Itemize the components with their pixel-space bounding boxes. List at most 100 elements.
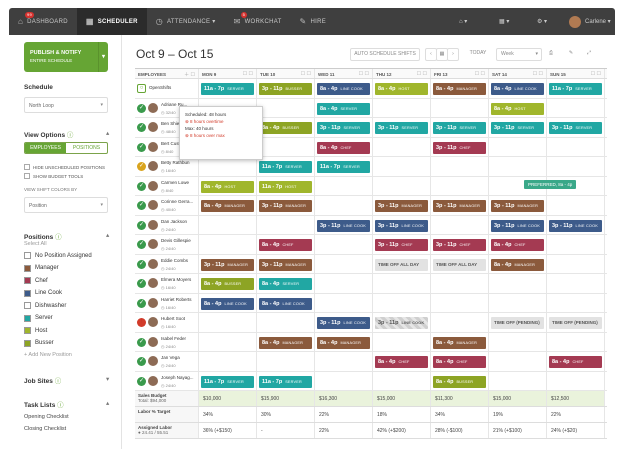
day-cell[interactable]	[257, 137, 315, 156]
color-by-select[interactable]: Position ▾	[24, 197, 108, 213]
shift-block[interactable]: 8a - 4p MANAGER	[201, 200, 254, 212]
day-cell[interactable]: 8a - 4p CHEF	[431, 352, 489, 371]
day-cell[interactable]: TIME OFF ALL DAY	[373, 254, 431, 273]
shift-block[interactable]: 8a - 4p HOST	[201, 180, 254, 193]
shift-block[interactable]: 8a - 4p CHEF	[375, 356, 428, 368]
user-menu[interactable]: Carlene ▾	[569, 8, 611, 35]
day-cell[interactable]	[373, 371, 431, 390]
day-cell[interactable]	[489, 371, 547, 390]
shift-block[interactable]: 3p - 11p CHEF	[375, 239, 428, 251]
today-button[interactable]: TODAY	[466, 48, 490, 61]
shift-block[interactable]: 8a - 4p LINE COOK	[491, 83, 544, 95]
shift-block[interactable]: 8a - 4p MANAGER	[433, 336, 486, 349]
day-tools-icon[interactable]: ☐ ☐	[358, 71, 369, 77]
tab-employees[interactable]: EMPLOYEES	[25, 143, 66, 153]
checkbox[interactable]	[24, 164, 30, 170]
day-cell[interactable]: 8a - 4p LINE COOK	[257, 293, 315, 312]
next-week-button[interactable]: ›	[447, 48, 459, 61]
day-cell[interactable]: 3p - 11p LINE COOK	[489, 215, 547, 234]
employee-cell[interactable]: ✓ Betty Rathbun ◷ 16/40	[135, 157, 199, 176]
day-cell[interactable]	[257, 215, 315, 234]
day-cell[interactable]: 8a - 4p BUSSER	[199, 274, 257, 293]
day-cell[interactable]	[373, 157, 431, 176]
day-cell[interactable]	[431, 176, 489, 195]
day-cell[interactable]	[373, 293, 431, 312]
day-cell[interactable]: 11a - 7p SERVER	[257, 371, 315, 390]
day-cell[interactable]	[489, 137, 547, 156]
print-icon[interactable]: ⎙	[544, 48, 558, 61]
day-cell[interactable]: 8a - 4p MANAGER	[315, 332, 373, 351]
position-checkbox[interactable]	[24, 252, 31, 259]
shift-block[interactable]: 3p - 11p MANAGER	[491, 200, 544, 212]
shift-block[interactable]: 8a - 4p LINE COOK	[259, 297, 312, 310]
day-cell[interactable]: 3p - 11p CHEF	[431, 235, 489, 254]
employee-cell[interactable]: ✓ Joseph Nayag... ◷ 24/40	[135, 371, 199, 390]
day-cell[interactable]	[199, 332, 257, 351]
day-cell[interactable]: 8a - 4p MANAGER	[199, 196, 257, 215]
shift-block[interactable]: 8a - 4p LINE COOK	[317, 83, 370, 95]
shift-block[interactable]: 8a - 4p MANAGER	[317, 336, 370, 349]
day-cell[interactable]	[547, 293, 605, 312]
day-cell[interactable]	[315, 371, 373, 390]
day-cell[interactable]: 8a - 4p HOST	[489, 98, 547, 117]
employee-cell[interactable]: ✓ Carmen Lowe ◷ 8/40	[135, 176, 199, 195]
shift-block[interactable]: 3p - 11p CHEF	[433, 141, 486, 154]
shift-block[interactable]: 8a - 4p BUSSER	[259, 122, 312, 134]
day-cell[interactable]: 3p - 11p CHEF	[373, 235, 431, 254]
hide-unscheduled-checkbox[interactable]: HIDE UNSCHEDULED POSITIONS	[24, 164, 105, 170]
shift-block[interactable]: 8a - 4p BUSSER	[201, 278, 254, 290]
day-cell[interactable]	[547, 235, 605, 254]
day-cell[interactable]	[547, 137, 605, 156]
position-item[interactable]: Host	[24, 327, 47, 334]
day-cell[interactable]	[373, 137, 431, 156]
day-cell[interactable]	[199, 215, 257, 234]
day-cell[interactable]: 8a - 4p SERVER	[315, 98, 373, 117]
shift-block[interactable]: 3p - 11p SERVER	[317, 122, 370, 134]
shift-block[interactable]: 8a - 4p HOST	[375, 83, 428, 95]
day-cell[interactable]: 8a - 4p MANAGER	[431, 332, 489, 351]
schedule-select[interactable]: North Loop ▾	[24, 97, 108, 113]
position-checkbox[interactable]	[24, 327, 31, 334]
day-cell[interactable]	[547, 254, 605, 273]
day-cell[interactable]	[257, 98, 315, 117]
shift-block[interactable]: 3p - 11p BUSSER	[259, 83, 312, 95]
shift-block[interactable]: TIME OFF ALL DAY	[375, 258, 428, 271]
position-item[interactable]: Server	[24, 314, 53, 322]
day-cell[interactable]	[547, 157, 605, 176]
view-select[interactable]: Week ▾	[496, 48, 542, 61]
day-cell[interactable]	[489, 274, 547, 293]
day-cell[interactable]: 11a - 7p SERVER	[315, 157, 373, 176]
day-cell[interactable]	[547, 196, 605, 215]
shift-block[interactable]: 11a - 7p SERVER	[317, 161, 370, 173]
show-budget-checkbox[interactable]: SHOW BUDGET TOOLS	[24, 173, 83, 179]
day-cell[interactable]: 8a - 4p MANAGER	[431, 79, 489, 98]
day-cell[interactable]	[489, 157, 547, 176]
shift-block[interactable]: 8a - 4p LINE COOK	[201, 297, 254, 310]
shift-block[interactable]: 3p - 11p MANAGER	[259, 200, 312, 212]
day-tools-icon[interactable]: ☐ ☐	[242, 71, 253, 77]
checkbox[interactable]	[24, 173, 30, 179]
position-checkbox[interactable]	[24, 277, 31, 284]
day-cell[interactable]: 3p - 11p MANAGER	[431, 196, 489, 215]
day-cell[interactable]: TIME OFF (PENDING)	[489, 313, 547, 332]
day-tools-icon[interactable]: ☐ ☐	[300, 71, 311, 77]
shift-block[interactable]: 3p - 11p CHEF	[433, 239, 486, 251]
shift-block[interactable]: 3p - 11p LINE COOK	[317, 219, 370, 232]
task-list-opening[interactable]: Opening Checklist	[24, 414, 69, 420]
position-checkbox[interactable]	[24, 264, 31, 272]
day-cell[interactable]: 3p - 11p LINE COOK	[315, 313, 373, 332]
day-cell[interactable]: 8a - 4p CHEF	[315, 137, 373, 156]
shift-block[interactable]: 3p - 11p SERVER	[491, 122, 544, 134]
day-tools-icon[interactable]: ☐ ☐	[474, 71, 485, 77]
employee-cell[interactable]: ✓ Isabel Feder ◷ 24/40	[135, 332, 199, 351]
day-cell[interactable]	[199, 235, 257, 254]
day-cell[interactable]: 3p - 11p LINE COOK	[547, 215, 605, 234]
day-cell[interactable]	[547, 176, 605, 195]
chevron-down-icon[interactable]: ▾	[98, 42, 108, 72]
day-cell[interactable]	[431, 313, 489, 332]
day-cell[interactable]: 8a - 4p BUSSER	[257, 118, 315, 137]
day-cell[interactable]	[547, 98, 605, 117]
position-item[interactable]: Manager	[24, 264, 59, 272]
day-cell[interactable]: 8a - 4p LINE COOK	[315, 79, 373, 98]
position-item[interactable]: Chef	[24, 277, 48, 284]
